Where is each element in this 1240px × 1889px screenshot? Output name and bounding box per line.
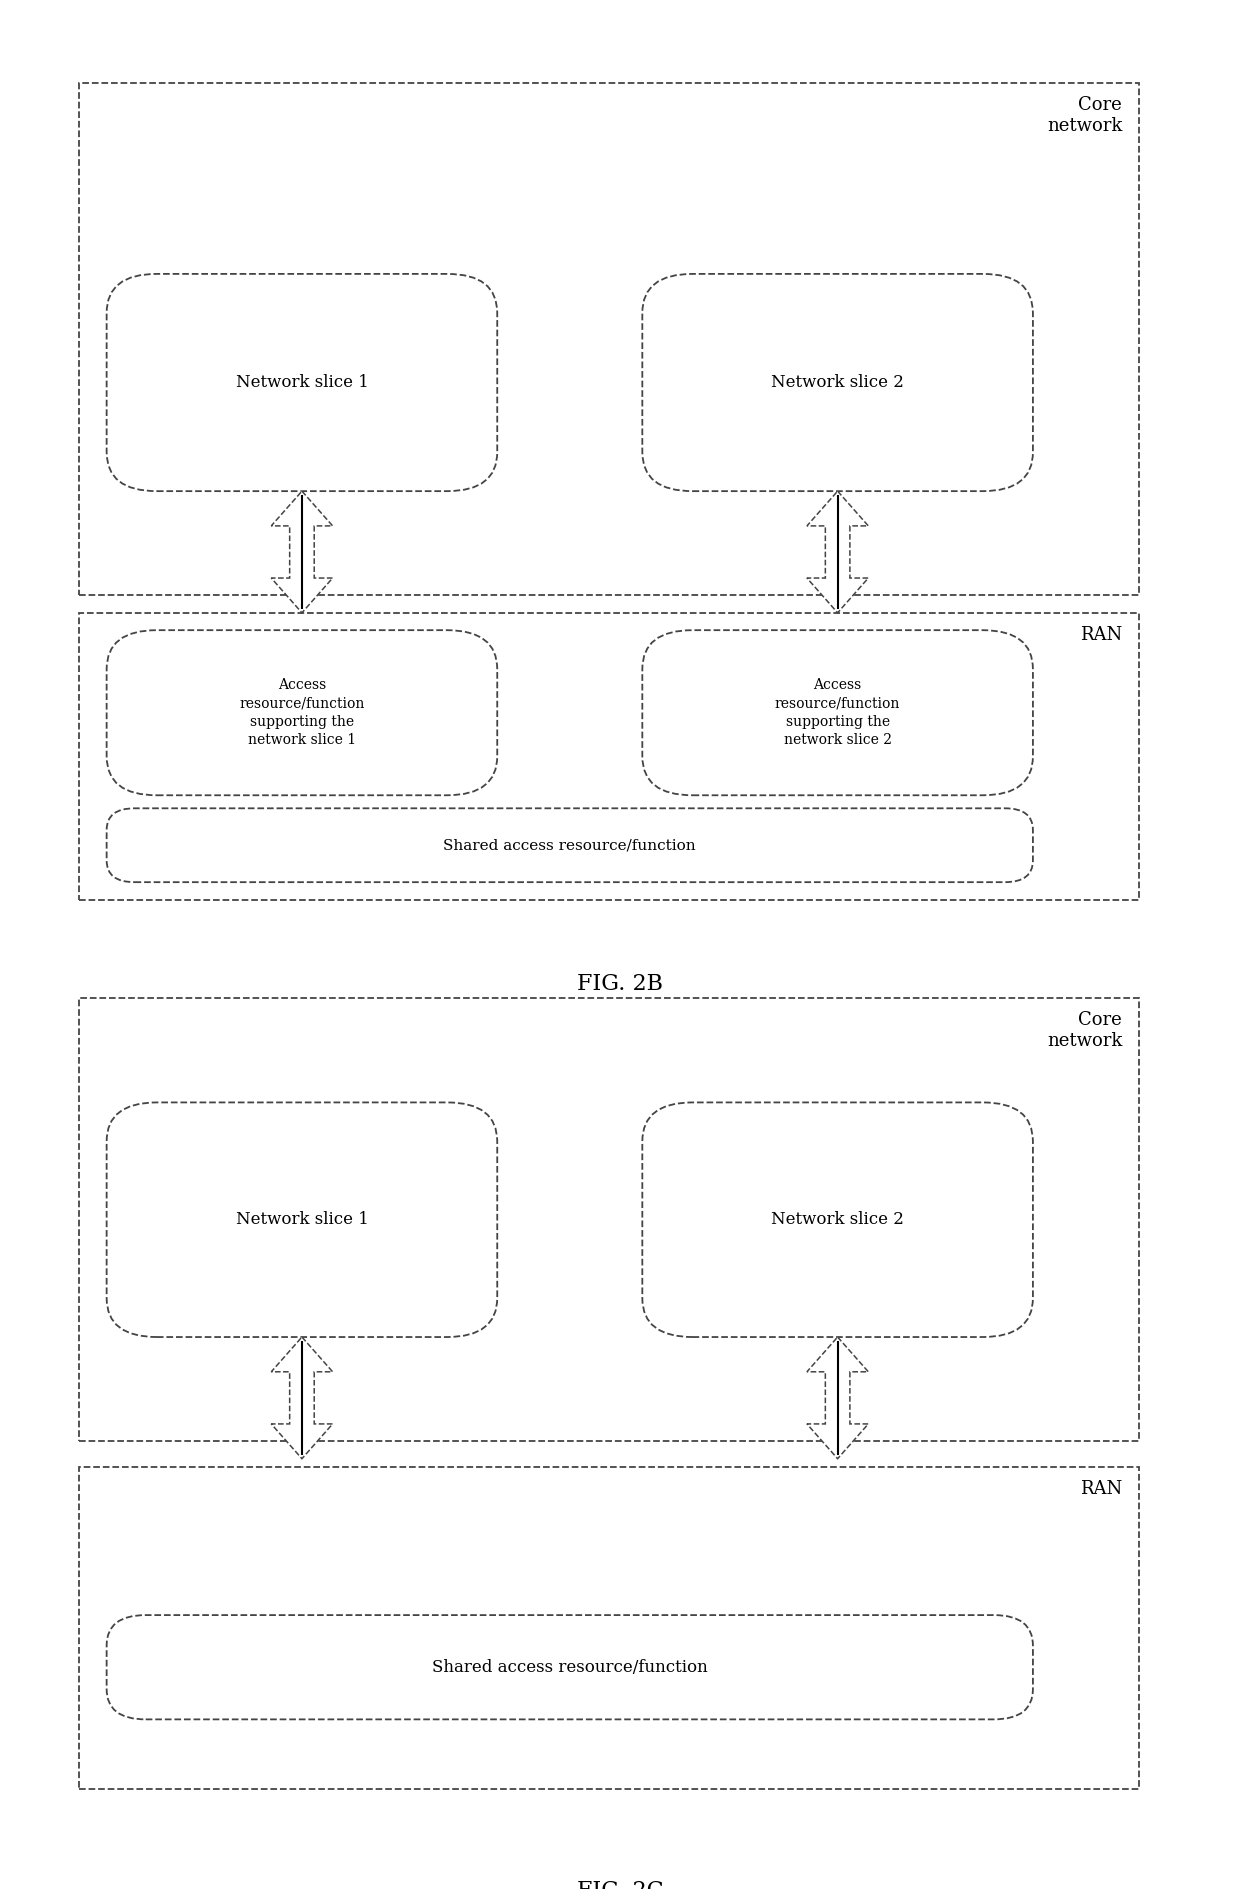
Bar (79, 997, 1140, 1441)
Polygon shape (272, 491, 332, 612)
Polygon shape (807, 1337, 868, 1458)
FancyBboxPatch shape (642, 274, 1033, 491)
Text: RAN: RAN (1080, 1481, 1122, 1498)
Text: Core
network: Core network (1047, 96, 1122, 134)
FancyBboxPatch shape (107, 1103, 497, 1337)
Bar (79, 1468, 1140, 1789)
Text: FIG. 2C: FIG. 2C (577, 1880, 663, 1889)
Text: Shared access resource/function: Shared access resource/function (432, 1659, 708, 1676)
Text: Network slice 1: Network slice 1 (236, 374, 368, 391)
Bar (79, 83, 1140, 595)
FancyBboxPatch shape (642, 1103, 1033, 1337)
FancyBboxPatch shape (107, 274, 497, 491)
Text: FIG. 2B: FIG. 2B (577, 973, 663, 996)
Text: Network slice 1: Network slice 1 (236, 1211, 368, 1228)
Text: Access
resource/function
supporting the
network slice 2: Access resource/function supporting the … (775, 678, 900, 748)
Polygon shape (807, 491, 868, 612)
Text: Core
network: Core network (1047, 1011, 1122, 1050)
FancyBboxPatch shape (642, 631, 1033, 795)
FancyBboxPatch shape (107, 631, 497, 795)
Text: Network slice 2: Network slice 2 (771, 374, 904, 391)
FancyBboxPatch shape (107, 808, 1033, 882)
Text: Shared access resource/function: Shared access resource/function (444, 839, 696, 852)
Text: Network slice 2: Network slice 2 (771, 1211, 904, 1228)
Bar (79, 612, 1140, 899)
Polygon shape (272, 1337, 332, 1458)
FancyBboxPatch shape (107, 1615, 1033, 1719)
Text: RAN: RAN (1080, 625, 1122, 644)
Text: Access
resource/function
supporting the
network slice 1: Access resource/function supporting the … (239, 678, 365, 748)
